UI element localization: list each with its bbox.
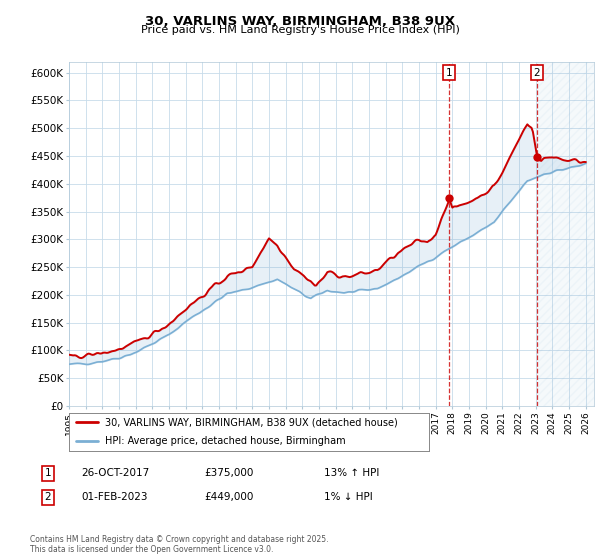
Text: 2: 2 bbox=[44, 492, 52, 502]
Text: 1: 1 bbox=[44, 468, 52, 478]
Text: Contains HM Land Registry data © Crown copyright and database right 2025.
This d: Contains HM Land Registry data © Crown c… bbox=[30, 535, 329, 554]
Text: Price paid vs. HM Land Registry's House Price Index (HPI): Price paid vs. HM Land Registry's House … bbox=[140, 25, 460, 35]
Text: 30, VARLINS WAY, BIRMINGHAM, B38 9UX (detached house): 30, VARLINS WAY, BIRMINGHAM, B38 9UX (de… bbox=[105, 417, 398, 427]
Text: 1% ↓ HPI: 1% ↓ HPI bbox=[324, 492, 373, 502]
Text: 13% ↑ HPI: 13% ↑ HPI bbox=[324, 468, 379, 478]
Text: 26-OCT-2017: 26-OCT-2017 bbox=[81, 468, 149, 478]
Text: 1: 1 bbox=[446, 68, 452, 78]
Text: 2: 2 bbox=[533, 68, 541, 78]
Text: 30, VARLINS WAY, BIRMINGHAM, B38 9UX: 30, VARLINS WAY, BIRMINGHAM, B38 9UX bbox=[145, 15, 455, 27]
Text: £449,000: £449,000 bbox=[204, 492, 253, 502]
Text: HPI: Average price, detached house, Birmingham: HPI: Average price, detached house, Birm… bbox=[105, 436, 346, 446]
Text: £375,000: £375,000 bbox=[204, 468, 253, 478]
Text: 01-FEB-2023: 01-FEB-2023 bbox=[81, 492, 148, 502]
